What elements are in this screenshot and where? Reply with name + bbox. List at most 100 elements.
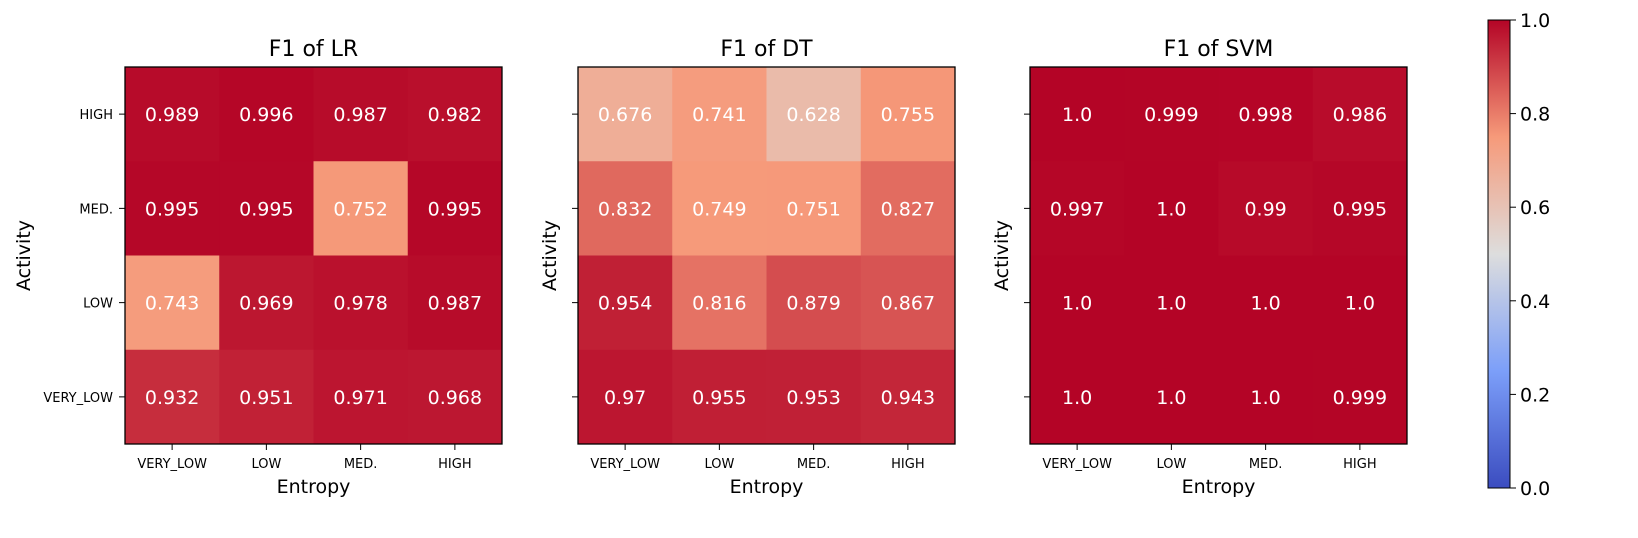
heatmap-cell bbox=[125, 67, 220, 162]
heatmap-cell bbox=[407, 161, 503, 256]
cell-value-label: 0.986 bbox=[1333, 104, 1387, 126]
cell-value-label: 0.943 bbox=[881, 387, 935, 409]
x-tick-label: VERY_LOW bbox=[137, 457, 207, 472]
cell-value-label: 0.955 bbox=[692, 387, 746, 409]
heatmap-cell bbox=[313, 67, 409, 162]
x-axis-label: Entropy bbox=[730, 476, 804, 498]
cell-value-label: 0.968 bbox=[428, 387, 482, 409]
cell-value-label: 0.827 bbox=[881, 198, 935, 220]
heatmap-cell bbox=[860, 67, 956, 162]
heatmap-cell bbox=[766, 255, 862, 351]
x-tick-label: HIGH bbox=[438, 457, 471, 472]
heatmap-cell bbox=[125, 349, 220, 445]
cell-value-label: 0.832 bbox=[598, 198, 652, 220]
heatmap-cell bbox=[1218, 255, 1314, 351]
cell-value-label: 0.989 bbox=[145, 104, 199, 126]
heatmap-cell bbox=[766, 161, 862, 256]
heatmap-cell bbox=[1124, 349, 1219, 445]
heatmap-panel-2: 0.676 0.741 0.628 0.755 0.832 0.749 0.751 0.827… bbox=[539, 37, 956, 498]
colorbar-frame bbox=[1487, 19, 1511, 489]
heatmap-cell bbox=[766, 349, 862, 445]
heatmap-panel-3: 1.0 0.999 0.998 0.986 0.997 1.0 0.99 0.995 1.0 1.… bbox=[991, 37, 1408, 498]
cell-value-label: 0.97 bbox=[604, 387, 646, 409]
cell-value-label: 0.953 bbox=[786, 387, 840, 409]
axes-frame bbox=[1029, 66, 1408, 445]
panel-title: F1 of DT bbox=[720, 37, 813, 62]
x-tick-label: VERY_LOW bbox=[590, 457, 660, 472]
cell-value-label: 0.969 bbox=[239, 293, 293, 315]
heatmap-cell bbox=[1218, 67, 1314, 162]
x-tick-label: VERY_LOW bbox=[1042, 457, 1112, 472]
heatmap-cell bbox=[1312, 349, 1408, 445]
x-tick-label: LOW bbox=[251, 457, 281, 472]
cell-value-label: 1.0 bbox=[1062, 387, 1092, 409]
y-axis-label: Activity bbox=[13, 220, 35, 291]
cell-value-label: 1.0 bbox=[1156, 198, 1186, 220]
x-tick-label: LOW bbox=[704, 457, 734, 472]
heatmap-cell bbox=[1030, 161, 1125, 256]
x-tick-label: HIGH bbox=[891, 457, 924, 472]
cell-value-label: 0.996 bbox=[239, 104, 293, 126]
axes-frame bbox=[577, 66, 956, 445]
heatmap-cell bbox=[407, 349, 503, 445]
panel-title: F1 of LR bbox=[269, 37, 358, 62]
cell-value-label: 0.954 bbox=[598, 293, 652, 315]
colorbar-tick-label: 0.0 bbox=[1520, 478, 1550, 500]
heatmap-cell bbox=[407, 255, 503, 351]
heatmap-cell bbox=[219, 349, 314, 445]
heatmap-cell bbox=[672, 349, 767, 445]
heatmap-cell bbox=[672, 67, 767, 162]
cell-value-label: 1.0 bbox=[1156, 293, 1186, 315]
heatmap-cell bbox=[1312, 255, 1408, 351]
colorbar-gradient bbox=[1488, 20, 1510, 488]
y-axis-label: Activity bbox=[991, 220, 1013, 291]
cell-value-label: 0.995 bbox=[145, 198, 199, 220]
cell-value-label: 0.749 bbox=[692, 198, 746, 220]
heatmap-cell bbox=[578, 67, 673, 162]
colorbar-tick-label: 0.6 bbox=[1520, 197, 1550, 219]
cell-value-label: 0.971 bbox=[333, 387, 387, 409]
cell-value-label: 1.0 bbox=[1251, 293, 1281, 315]
heatmap-cell bbox=[672, 161, 767, 256]
colorbar-tick-label: 0.2 bbox=[1520, 384, 1550, 406]
cell-value-label: 0.987 bbox=[333, 104, 387, 126]
cell-value-label: 1.0 bbox=[1251, 387, 1281, 409]
heatmap-cell bbox=[1312, 67, 1408, 162]
cell-value-label: 0.755 bbox=[881, 104, 935, 126]
colorbar-tick-label: 0.4 bbox=[1520, 291, 1550, 313]
heatmap-cell bbox=[313, 255, 409, 351]
x-axis-label: Entropy bbox=[1182, 476, 1256, 498]
cell-value-label: 0.99 bbox=[1244, 198, 1286, 220]
cell-value-label: 0.752 bbox=[333, 198, 387, 220]
heatmap-panels: 0.989 0.996 0.987 0.982 0.995 0.995 0.752 0.995… bbox=[13, 37, 1408, 498]
cell-value-label: 0.676 bbox=[598, 104, 652, 126]
heatmap-cell bbox=[860, 161, 956, 256]
heatmap-cell bbox=[578, 255, 673, 351]
cell-value-label: 0.628 bbox=[786, 104, 840, 126]
heatmap-cell bbox=[1124, 161, 1219, 256]
heatmap-cell bbox=[219, 255, 314, 351]
cell-value-label: 0.741 bbox=[692, 104, 746, 126]
heatmap-cell bbox=[860, 349, 956, 445]
heatmap-cell bbox=[1124, 67, 1219, 162]
cell-value-label: 1.0 bbox=[1345, 293, 1375, 315]
cell-value-label: 0.999 bbox=[1333, 387, 1387, 409]
axes-frame bbox=[124, 66, 503, 445]
cell-value-label: 0.995 bbox=[1333, 198, 1387, 220]
heatmap-cell bbox=[219, 67, 314, 162]
cell-value-label: 0.978 bbox=[333, 293, 387, 315]
y-tick-label: LOW bbox=[83, 297, 113, 312]
heatmap-cell bbox=[1218, 161, 1314, 256]
heatmap-cell bbox=[407, 67, 503, 162]
cell-value-label: 0.932 bbox=[145, 387, 199, 409]
cell-value-label: 0.951 bbox=[239, 387, 293, 409]
heatmap-cell bbox=[578, 349, 673, 445]
cell-value-label: 0.997 bbox=[1050, 198, 1104, 220]
heatmap-cell bbox=[125, 255, 220, 351]
heatmap-cell bbox=[313, 161, 409, 256]
x-tick-label: HIGH bbox=[1343, 457, 1376, 472]
x-tick-label: MED. bbox=[344, 457, 378, 472]
heatmap-cell bbox=[672, 255, 767, 351]
cell-value-label: 0.998 bbox=[1238, 104, 1292, 126]
